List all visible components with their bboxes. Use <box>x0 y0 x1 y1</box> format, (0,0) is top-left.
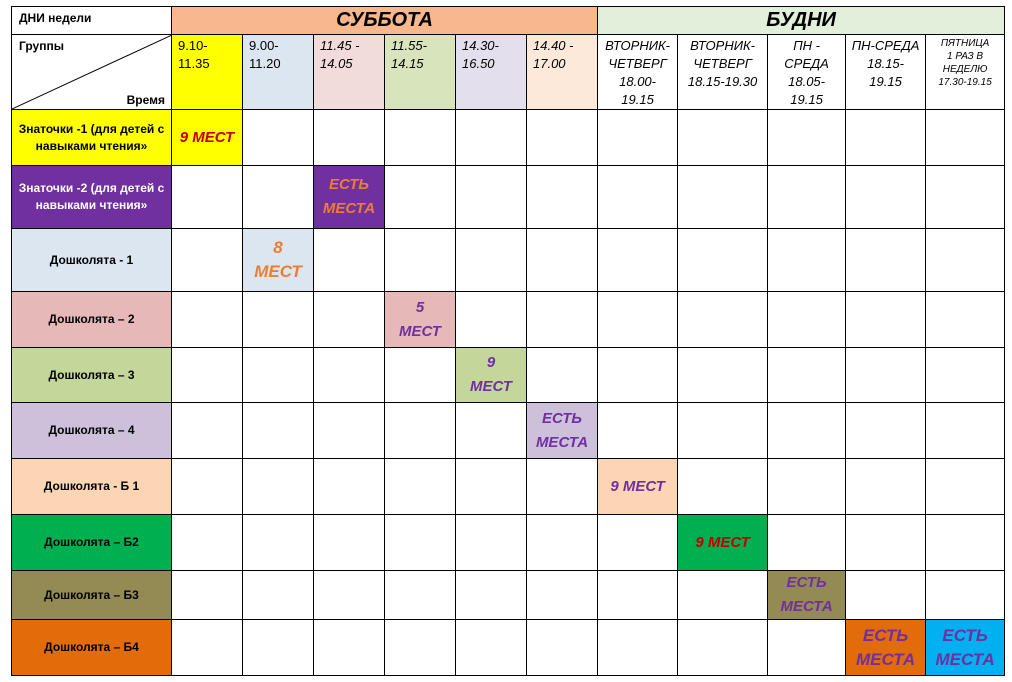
group-name: Дошколята – Б2 <box>11 514 172 571</box>
table-row: Дошколята – Б2 9 МЕСТ <box>11 514 1006 571</box>
seats-cell: 9 МЕСТ <box>677 514 769 571</box>
time-slot-4: 11.55- 14.15 <box>384 34 456 110</box>
group-name: Знаточки -2 (для детей с навыками чтения… <box>11 165 172 229</box>
seats-cell: 9 МЕСТ <box>171 109 243 166</box>
seats-cell: ЕСТЬ МЕСТА <box>925 619 1006 676</box>
seats-cell: ЕСТЬ МЕСТА <box>767 570 847 620</box>
seats-cell: ЕСТЬ МЕСТА <box>845 619 927 676</box>
time-slot-9: ПН - СРЕДА 18.05- 19.15 <box>767 34 847 110</box>
group-name: Дошколята – 4 <box>11 402 172 459</box>
group-name: Дошколята – 3 <box>11 347 172 403</box>
time-slot-10: ПН-СРЕДА 18.15- 19.15 <box>845 34 927 110</box>
time-slot-5: 14.30- 16.50 <box>455 34 527 110</box>
seats-cell: 5 МЕСТ <box>384 291 456 348</box>
group-name: Дошколята – 2 <box>11 291 172 348</box>
diagonal-divider <box>12 35 172 109</box>
time-slot-1: 9.10- 11.35 <box>171 34 243 110</box>
days-label-cell: ДНИ недели <box>11 6 172 35</box>
time-slot-7: ВТОРНИК- ЧЕТВЕРГ 18.00- 19.15 <box>597 34 679 110</box>
table-row: Дошколята – Б4 ЕСТЬ МЕСТА ЕСТЬ МЕСТА <box>11 619 1006 676</box>
saturday-header: СУББОТА <box>170 6 599 35</box>
groups-time-corner: Группы Время <box>11 34 172 110</box>
weekdays-header: БУДНИ <box>597 6 1006 35</box>
table-row: Дошколята – 2 5 МЕСТ <box>11 291 1006 348</box>
group-name: Дошколята - 1 <box>11 228 172 292</box>
seats-cell: ЕСТЬ МЕСТА <box>525 402 599 459</box>
time-slot-6: 14.40 -17.00 <box>525 34 599 110</box>
times-row: Группы Время 9.10- 11.35 9.00- 11.20 11.45… <box>11 34 1006 110</box>
table-row: Дошколята – Б3 ЕСТЬ МЕСТА <box>11 570 1006 620</box>
group-name: Дошколята - Б 1 <box>11 458 172 515</box>
time-slot-11: ПЯТНИЦА 1 РАЗ В НЕДЕЛЮ 17.30-19.15 <box>925 34 1006 110</box>
group-name: Дошколята – Б4 <box>11 619 172 676</box>
time-slot-8: ВТОРНИК- ЧЕТВЕРГ 18.15-19.30 <box>677 34 769 110</box>
seats-cell: 8 МЕСТ <box>242 228 314 292</box>
time-slot-2: 9.00- 11.20 <box>242 34 314 110</box>
table-row: Знаточки -1 (для детей с навыками чтения… <box>11 109 1006 166</box>
group-name: Дошколята – Б3 <box>11 570 172 620</box>
table-row: Дошколята - Б 1 9 МЕСТ <box>11 458 1006 515</box>
days-label: ДНИ недели <box>19 11 92 25</box>
groups-label: Группы <box>19 39 64 53</box>
table-row: Знаточки -2 (для детей с навыками чтения… <box>11 165 1006 229</box>
days-row: ДНИ недели СУББОТА БУДНИ <box>11 6 1006 35</box>
seats-cell: 9 МЕСТ <box>455 347 527 403</box>
group-name: Знаточки -1 (для детей с навыками чтения… <box>11 109 172 166</box>
table-row: Дошколята - 1 8 МЕСТ <box>11 228 1006 292</box>
seats-cell: ЕСТЬ МЕСТА <box>313 165 385 229</box>
table-row: Дошколята – 4 ЕСТЬ МЕСТА <box>11 402 1006 459</box>
table-row: Дошколята – 3 9 МЕСТ <box>11 347 1006 403</box>
time-label: Время <box>126 93 165 107</box>
time-slot-3: 11.45 -14.05 <box>313 34 385 110</box>
schedule-table: ДНИ недели СУББОТА БУДНИ Группы Время 9.… <box>11 6 1006 676</box>
seats-cell: 9 МЕСТ <box>597 458 679 515</box>
